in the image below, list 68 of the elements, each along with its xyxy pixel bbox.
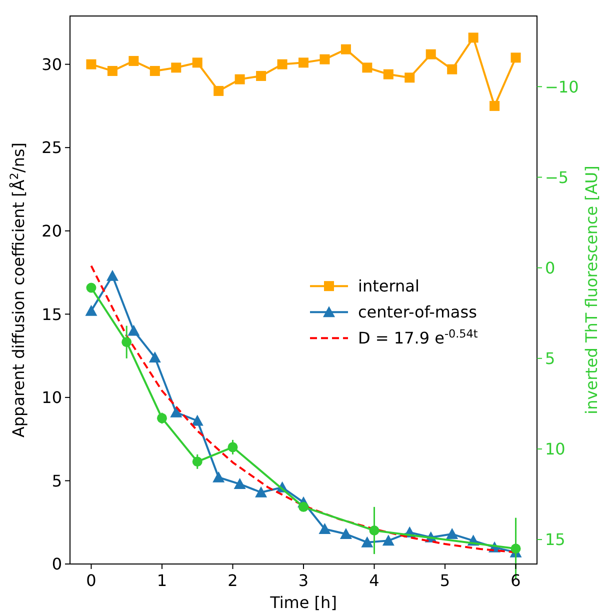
x-tick-label: 0	[86, 571, 96, 590]
y-tick-label: 10	[42, 388, 62, 408]
point	[404, 72, 415, 83]
point	[382, 534, 394, 546]
point	[446, 528, 458, 540]
y-tick-label: 0	[52, 554, 62, 574]
point	[170, 406, 182, 418]
point	[122, 337, 132, 348]
legend-label: internal	[358, 276, 420, 296]
point	[107, 66, 118, 76]
point	[298, 58, 308, 68]
point	[320, 54, 330, 64]
y-tick-label: 25	[42, 138, 62, 158]
y2-tick-label: 15	[545, 530, 566, 550]
x-tick-label: 2	[228, 571, 238, 590]
y2-tick-label: −10	[545, 77, 579, 96]
point	[510, 52, 521, 63]
point	[171, 62, 182, 73]
point	[212, 471, 225, 482]
point	[362, 62, 372, 73]
y-tick-label: 15	[42, 304, 62, 324]
point	[298, 502, 308, 512]
point	[128, 56, 139, 66]
point	[156, 413, 167, 424]
x-tick-label: 3	[298, 571, 309, 590]
point	[150, 66, 160, 76]
point	[214, 86, 224, 96]
y-tick-label: 30	[42, 54, 62, 74]
point	[447, 64, 458, 74]
point	[192, 58, 202, 68]
y2-tick-label: −5	[545, 168, 569, 187]
point	[369, 525, 380, 536]
point	[106, 270, 118, 281]
y2-tick-label: 10	[545, 440, 566, 459]
x-tick-label: 5	[440, 571, 450, 590]
point	[318, 523, 331, 534]
y2-tick-label: 0	[545, 258, 556, 278]
point	[234, 74, 245, 84]
y2-axis-title: inverted ThT fluorescence [AU]	[582, 166, 601, 414]
point	[228, 442, 238, 452]
point	[361, 536, 374, 548]
point	[490, 100, 500, 111]
point	[426, 49, 436, 60]
point	[86, 282, 96, 293]
x-tick-label: 6	[510, 571, 521, 590]
point	[255, 486, 268, 498]
x-tick-label: 1	[156, 571, 168, 590]
point	[510, 544, 521, 554]
point	[383, 69, 394, 80]
point	[340, 44, 351, 54]
point	[85, 304, 98, 316]
x-axis-title: Time [h]	[269, 593, 337, 612]
point	[128, 324, 140, 336]
legend-label: center-of-mass	[358, 302, 477, 322]
point	[256, 70, 266, 81]
point	[340, 528, 352, 540]
y-tick-label: 5	[52, 471, 62, 490]
y2-tick-label: 5	[545, 348, 556, 368]
point	[468, 32, 478, 43]
point	[192, 456, 202, 467]
point	[277, 59, 288, 70]
point	[191, 414, 204, 426]
point	[148, 351, 161, 362]
y-tick-label: 20	[42, 221, 62, 240]
point	[234, 478, 246, 490]
x-tick-label: 4	[369, 571, 380, 590]
point	[86, 59, 96, 70]
legend-label: D = 17.9 e$^{-0.54t}$	[358, 327, 478, 348]
